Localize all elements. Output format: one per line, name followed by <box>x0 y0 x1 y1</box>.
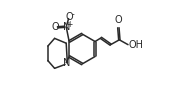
Text: N: N <box>62 59 70 69</box>
Text: O: O <box>115 15 122 25</box>
Text: O: O <box>66 12 73 22</box>
Text: -: - <box>71 10 74 19</box>
Text: O: O <box>52 22 59 32</box>
Text: OH: OH <box>128 40 143 50</box>
Text: +: + <box>66 20 72 29</box>
Text: N: N <box>62 22 70 32</box>
